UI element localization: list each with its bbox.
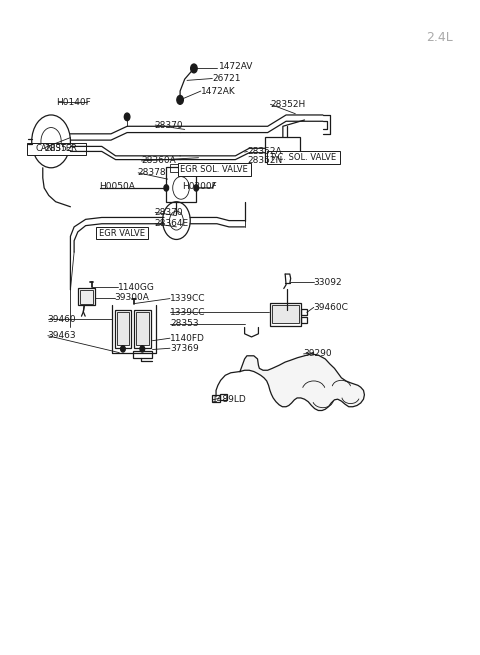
Text: 1140GG: 1140GG bbox=[118, 283, 155, 291]
Text: H0140F: H0140F bbox=[56, 98, 90, 107]
Text: EGR SOL. VALVE: EGR SOL. VALVE bbox=[180, 165, 248, 174]
Bar bbox=[170, 164, 193, 172]
Text: 1339CC: 1339CC bbox=[170, 294, 205, 303]
Bar bbox=[267, 151, 339, 164]
Text: 37369: 37369 bbox=[170, 344, 199, 353]
Bar bbox=[78, 288, 96, 305]
Bar bbox=[272, 305, 299, 323]
Bar bbox=[166, 167, 196, 202]
Text: 39300A: 39300A bbox=[115, 293, 150, 303]
Bar bbox=[115, 310, 131, 348]
Text: P.C. SOL. VALVE: P.C. SOL. VALVE bbox=[271, 153, 336, 162]
Text: 28364E: 28364E bbox=[155, 219, 189, 228]
Bar bbox=[265, 137, 300, 162]
Bar bbox=[133, 351, 152, 358]
Text: 1472AV: 1472AV bbox=[219, 62, 253, 71]
Text: H0050A: H0050A bbox=[99, 181, 135, 191]
Text: EGR VALVE: EGR VALVE bbox=[99, 229, 145, 238]
Circle shape bbox=[140, 346, 144, 352]
Bar bbox=[136, 312, 149, 345]
Circle shape bbox=[120, 346, 125, 352]
Circle shape bbox=[164, 185, 168, 191]
Text: 39460: 39460 bbox=[48, 315, 76, 324]
Text: 1140FD: 1140FD bbox=[170, 333, 205, 343]
Text: 39290: 39290 bbox=[303, 349, 332, 358]
Circle shape bbox=[177, 96, 183, 104]
Bar bbox=[178, 163, 251, 176]
Bar bbox=[80, 290, 94, 304]
Bar bbox=[270, 303, 301, 326]
Text: 1339CC: 1339CC bbox=[170, 308, 205, 317]
Circle shape bbox=[124, 113, 130, 121]
Bar bbox=[220, 394, 227, 400]
Text: 28370: 28370 bbox=[155, 121, 183, 130]
Bar bbox=[117, 312, 130, 345]
Bar bbox=[301, 317, 307, 323]
Text: 28352: 28352 bbox=[44, 144, 72, 153]
Text: 1489LD: 1489LD bbox=[212, 396, 247, 404]
Bar bbox=[96, 227, 148, 240]
Text: 28360A: 28360A bbox=[141, 157, 176, 165]
Text: 28353: 28353 bbox=[170, 319, 199, 328]
Text: 28352A: 28352A bbox=[247, 147, 282, 156]
Text: 33092: 33092 bbox=[314, 278, 342, 287]
Polygon shape bbox=[240, 354, 364, 411]
Text: 1472AK: 1472AK bbox=[201, 86, 236, 96]
Text: 26721: 26721 bbox=[212, 74, 241, 83]
Text: 28378: 28378 bbox=[138, 168, 167, 178]
Circle shape bbox=[194, 185, 199, 191]
Bar bbox=[27, 143, 86, 155]
Text: 39463: 39463 bbox=[48, 331, 76, 340]
Bar bbox=[212, 396, 220, 402]
Bar bbox=[301, 309, 307, 315]
Bar bbox=[134, 310, 151, 348]
Text: 28352N: 28352N bbox=[247, 157, 282, 165]
Circle shape bbox=[284, 307, 290, 315]
Text: H0200F: H0200F bbox=[182, 181, 217, 191]
Circle shape bbox=[191, 64, 197, 73]
Text: 2.4L: 2.4L bbox=[427, 31, 454, 44]
Text: 39460C: 39460C bbox=[314, 303, 348, 312]
Text: 28352H: 28352H bbox=[270, 100, 305, 109]
Text: 28370: 28370 bbox=[155, 208, 183, 217]
Text: CANISTER: CANISTER bbox=[36, 144, 78, 153]
